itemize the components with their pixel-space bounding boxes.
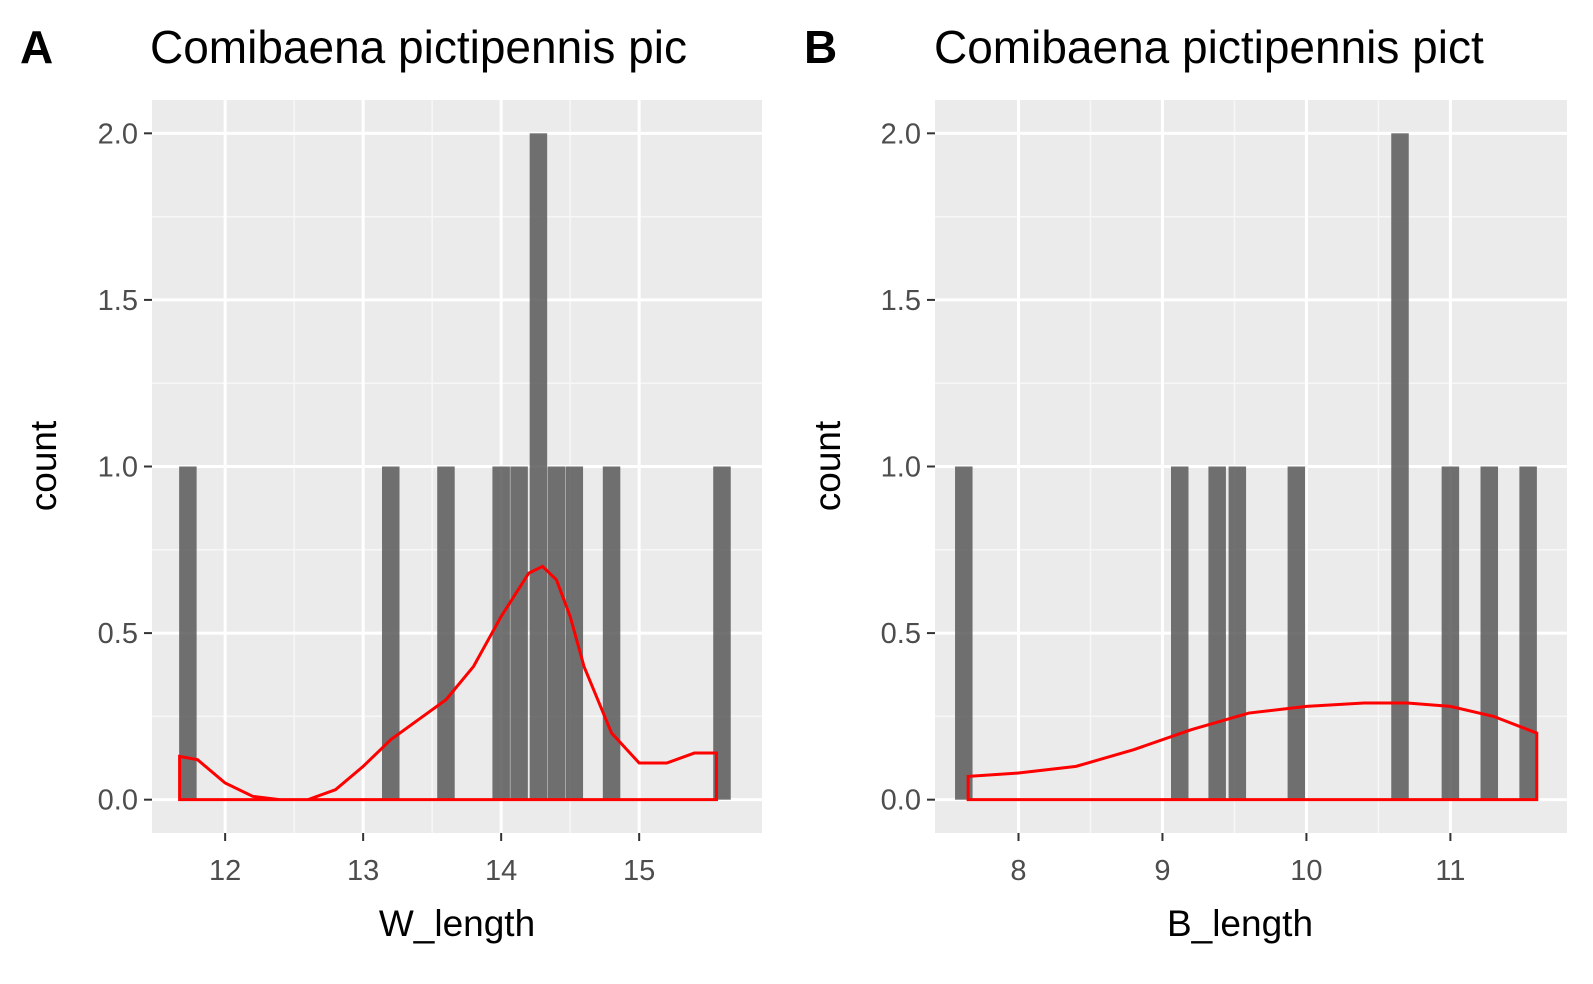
- y-tick-label: 1.5: [98, 285, 138, 317]
- histogram-bar: [1441, 466, 1460, 800]
- y-tick-label: 2.0: [98, 118, 138, 150]
- panel-b: B Comibaena pictipennis pict 0.0 0.5 1.0 1.…: [804, 21, 1567, 944]
- x-axis-ticks: 12 13 14 15: [209, 833, 655, 887]
- histogram-bar: [713, 466, 731, 800]
- x-tick-label: 8: [1010, 855, 1026, 887]
- histogram-bar: [1519, 466, 1537, 800]
- y-tick-label: 0.0: [98, 785, 138, 817]
- x-axis-title: B_length: [1167, 903, 1313, 944]
- y-tick-label: 2.0: [881, 118, 921, 150]
- histogram-bar: [529, 133, 548, 800]
- histogram-bar: [437, 466, 455, 800]
- histogram-bar: [547, 466, 566, 800]
- chart-title: Comibaena pictipennis pict: [934, 21, 1484, 73]
- histogram-bar: [1480, 466, 1499, 800]
- histogram-bar: [955, 466, 973, 800]
- histogram-bar: [382, 466, 400, 800]
- x-tick-label: 11: [1435, 855, 1465, 887]
- panel-tag: B: [804, 21, 837, 73]
- y-axis-title: count: [23, 420, 64, 511]
- panel-a: A Comibaena pictipennis pic 0.0 0.5 1.0 1.5…: [20, 21, 762, 944]
- y-axis-title: count: [807, 420, 848, 511]
- histogram-bar: [492, 466, 510, 800]
- y-tick-label: 1.0: [98, 452, 138, 484]
- density-curve: [966, 701, 1539, 802]
- histogram-bar: [510, 466, 528, 800]
- x-axis-title: W_length: [379, 903, 535, 944]
- x-tick-label: 12: [209, 855, 241, 887]
- histogram-bar: [1208, 466, 1226, 800]
- x-tick-label: 10: [1290, 855, 1322, 887]
- y-tick-label: 1.5: [881, 285, 921, 317]
- histogram-bars: [179, 133, 731, 800]
- y-tick-label: 1.0: [881, 452, 921, 484]
- x-tick-label: 9: [1154, 855, 1170, 887]
- density-curve: [178, 564, 718, 802]
- x-axis-ticks: 8 9 10 11: [1010, 833, 1465, 887]
- y-axis-ticks: 0.0 0.5 1.0 1.5 2.0: [881, 118, 935, 817]
- x-tick-label: 15: [623, 855, 655, 887]
- y-tick-label: 0.5: [98, 618, 138, 650]
- x-tick-label: 14: [485, 855, 517, 887]
- chart-title: Comibaena pictipennis pic: [150, 21, 687, 73]
- histogram-bar: [602, 466, 621, 800]
- y-tick-label: 0.0: [881, 785, 921, 817]
- x-tick-label: 13: [347, 855, 379, 887]
- y-axis-ticks: 0.0 0.5 1.0 1.5 2.0: [98, 118, 152, 817]
- histogram-bar: [179, 466, 197, 800]
- panel-tag: A: [20, 21, 53, 73]
- histogram-bar: [1228, 466, 1247, 800]
- histogram-bar: [1391, 133, 1409, 800]
- histogram-bar: [1287, 466, 1306, 800]
- histogram-bar: [1170, 466, 1189, 800]
- y-tick-label: 0.5: [881, 618, 921, 650]
